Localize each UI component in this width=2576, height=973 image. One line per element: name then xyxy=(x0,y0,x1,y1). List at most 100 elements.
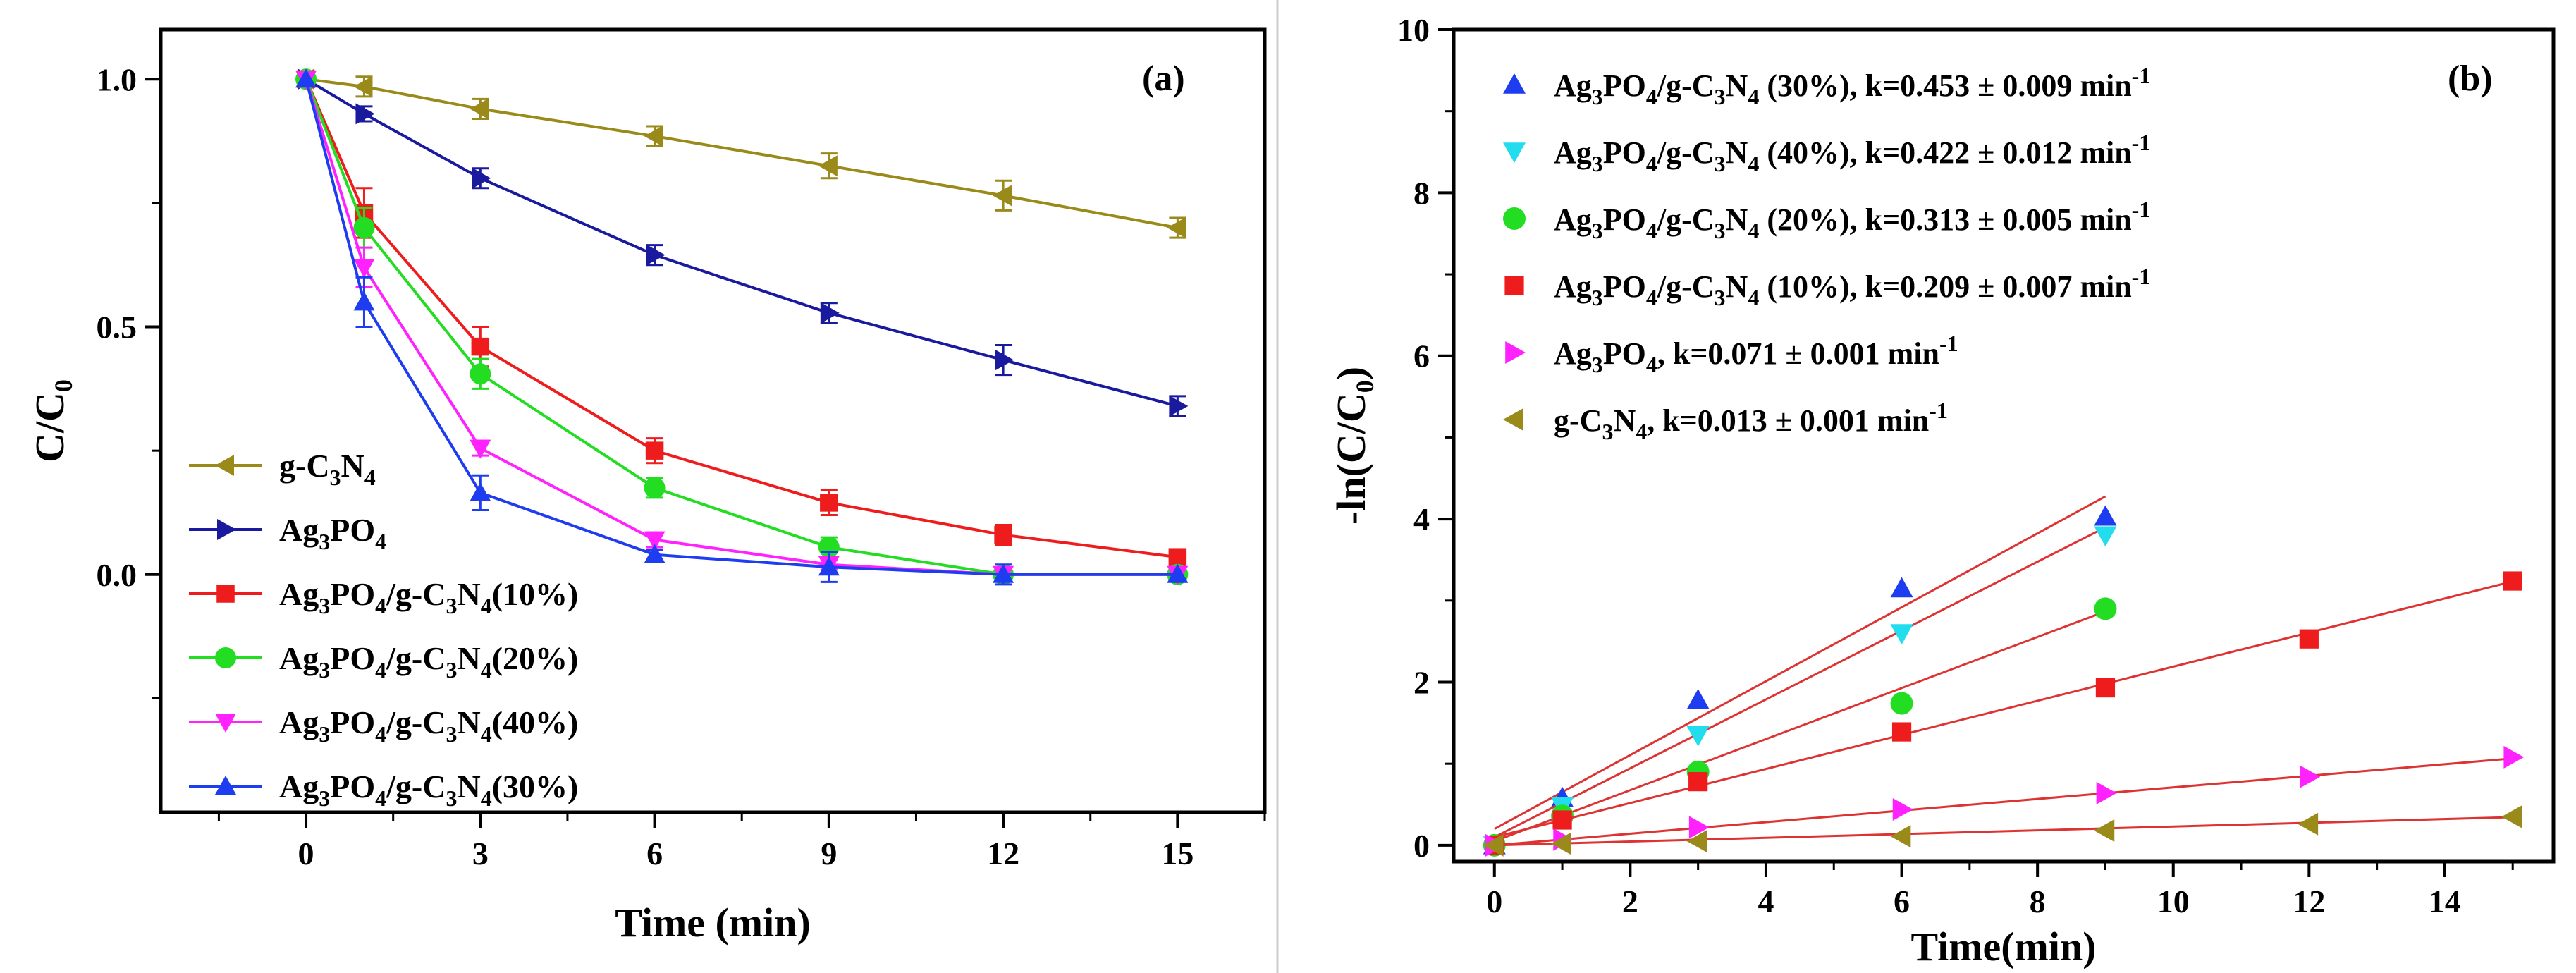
panel-b-y-tick-label: 0 xyxy=(1413,828,1430,864)
panel-a-legend-label-c40-part: 3 xyxy=(446,721,457,747)
panel-b-legend-label-b40-part: PO xyxy=(1603,135,1646,170)
panel-a-point-ag xyxy=(355,103,375,125)
panel-a: 0 3 6 9 12 150.00.51.0 (a) Time (min) C/C0 g-… xyxy=(27,27,1267,946)
panel-a-legend-label-ag-part: PO xyxy=(330,512,375,548)
panel-a-legend-marker-c20 xyxy=(215,647,236,668)
panel-a-legend-label-gcn-part: N xyxy=(341,448,364,484)
panel-b-point-bgcn xyxy=(2094,819,2115,843)
panel-a-point-c10 xyxy=(645,441,664,460)
panel-b-fit-line-bag xyxy=(1494,757,2513,847)
panel-b-legend-label-b30-part: Ag xyxy=(1554,68,1592,103)
panel-b-fit-line-bgcn xyxy=(1494,816,2513,847)
panel-a-legend-label-c40-part: /g-C xyxy=(386,704,446,740)
panel-a-legend-label-c40-part: PO xyxy=(330,704,375,740)
panel-a-series-c10 xyxy=(297,70,1187,566)
panel-b-legend-label-bgcn-part: , k=0.013 ± 0.001 min xyxy=(1647,403,1929,438)
panel-a-ticks: 0 3 6 9 12 150.00.51.0 xyxy=(97,61,1266,871)
panel-b-legend-item-b10: Ag3PO4/g-C3N4 (10%), k=0.209 ± 0.007 min… xyxy=(1504,264,2150,310)
panel-b-legend-marker-b10 xyxy=(1504,276,1524,295)
panel-a-legend-label-c40-part: 4 xyxy=(481,721,492,747)
panel-b-legend-label-b10-part: N xyxy=(1726,269,1748,304)
panel-b-legend-marker-b40 xyxy=(1503,142,1526,163)
panel-a-series-ag xyxy=(298,68,1189,417)
panel-b-point-b10 xyxy=(1891,722,1912,742)
panel-b-legend-label-b30: Ag3PO4/g-C3N4 (30%), k=0.453 ± 0.009 min… xyxy=(1554,63,2150,109)
panel-b-legend-label-b20-part: 3 xyxy=(1715,218,1726,243)
panel-b-legend-label-b20-part: (20%), k=0.313 ± 0.005 min xyxy=(1759,202,2131,237)
panel-b-legend-label-b30-part: 3 xyxy=(1715,84,1726,109)
panel-a-point-gcn xyxy=(993,185,1012,207)
panel-a-x-tick-label: 3 xyxy=(472,836,489,871)
panel-a-point-c10 xyxy=(1168,548,1187,566)
panel-a-series-c20 xyxy=(295,68,1189,585)
panel-b-legend-label-bgcn-part: g-C xyxy=(1554,403,1602,438)
panel-b-fit-line-b30 xyxy=(1494,495,2106,831)
panel-a-legend-label-c40-part: 3 xyxy=(319,721,330,747)
panel-a-legend-item-c10: Ag3PO4/g-C3N4(10%) xyxy=(189,576,578,618)
panel-b-x-tick-label: 10 xyxy=(2157,883,2190,919)
panel-b-y-axis-label-main: -ln(C/C xyxy=(1328,393,1374,525)
panel-b-point-bag xyxy=(2300,765,2321,788)
panel-b-point-bag xyxy=(2096,781,2117,804)
panel-a-y-axis-label-sub: 0 xyxy=(49,379,78,392)
panel-b-legend-label-b10-part: Ag xyxy=(1554,269,1592,304)
panel-a-legend-label-c40-part: 4 xyxy=(375,721,386,747)
panel-b-legend-label-b20-part: N xyxy=(1726,202,1748,237)
panel-a-point-c30 xyxy=(1167,563,1189,583)
panel-a-legend-label-c20-part: N xyxy=(457,640,480,676)
panel-a-legend-item-c40: Ag3PO4/g-C3N4(40%) xyxy=(189,704,578,747)
panel-a-series-gcn xyxy=(295,68,1186,239)
panel-b-legend-label-b20-part: 3 xyxy=(1592,218,1603,243)
panel-b-y-axis-label-sub: 0 xyxy=(1351,380,1379,393)
panel-b-legend-label-b40-part: 4 xyxy=(1748,151,1759,176)
panel-b-point-b10 xyxy=(2299,629,2319,649)
panel-b-legend-label-bgcn-part: 4 xyxy=(1636,419,1647,444)
panel-a-legend-label-gcn-part: 4 xyxy=(364,465,376,490)
panel-b-legend-label-b40-part: (40%), k=0.422 ± 0.012 min xyxy=(1759,135,2131,170)
panel-b-x-axis-label: Time(min) xyxy=(1910,924,2096,969)
panel-a-legend-label-c30-part: N xyxy=(457,769,480,804)
panel-b-legend-label-b30-part: N xyxy=(1726,68,1748,103)
panel-b-legend-label-b30-part: /g-C xyxy=(1657,68,1715,103)
panel-b-legend-label-bag-part: -1 xyxy=(1939,331,1958,356)
panel-b-point-b10 xyxy=(1552,810,1572,830)
panel-a-point-c30 xyxy=(644,544,666,563)
panel-a-point-ag xyxy=(1169,395,1189,417)
panel-b-plot-frame xyxy=(1452,27,2556,864)
panel-b-legend-label-b20-part: -1 xyxy=(2132,197,2151,222)
panel-b-point-bag xyxy=(1688,816,1710,839)
panel-a-y-axis-label-main: C/C xyxy=(27,392,73,463)
panel-a-point-c30 xyxy=(470,482,491,501)
panel-a-legend-label-c20-part: 4 xyxy=(481,657,492,683)
panel-b-legend-label-b10-part: -1 xyxy=(2132,264,2151,289)
panel-b-legend-label-b20-part: /g-C xyxy=(1657,202,1715,237)
panel-b-point-b20 xyxy=(2094,597,2117,620)
panel-b-legend-label-b10-part: 3 xyxy=(1715,285,1726,310)
panel-a-legend-label-c20-part: 4 xyxy=(375,657,386,683)
panel-a-legend-label-c10-part: N xyxy=(457,576,480,612)
panel-a-point-gcn xyxy=(644,126,663,147)
panel-b-x-tick-label: 14 xyxy=(2429,883,2461,919)
panel-a-legend-label-ag-part: 3 xyxy=(319,529,330,554)
panel-a-legend-item-gcn: g-C3N4 xyxy=(189,448,376,490)
panel-a-point-gcn xyxy=(818,155,838,177)
panel-b-legend-label-bag: Ag3PO4, k=0.071 ± 0.001 min-1 xyxy=(1554,331,1958,377)
panel-b-point-b40 xyxy=(2094,526,2117,547)
panel-b-legend-label-b20-part: 4 xyxy=(1646,218,1657,243)
panel-a-x-tick-label: 9 xyxy=(821,836,837,871)
panel-a-legend-label-c30-part: /g-C xyxy=(386,769,446,804)
panel-a-point-c30 xyxy=(993,563,1014,583)
panel-b-fit-line-b20 xyxy=(1494,610,2106,843)
panel-a-legend-label-c20-part: Ag xyxy=(279,640,319,676)
panel-a-legend-label-c20-part: 3 xyxy=(446,657,457,683)
panel-b-legend-label-b40-part: 4 xyxy=(1646,151,1657,176)
panel-b-x-tick-label: 0 xyxy=(1486,883,1502,919)
panel-a-point-gcn xyxy=(470,98,489,120)
panel-a-point-c10 xyxy=(471,337,490,356)
panel-b-y-tick-label: 6 xyxy=(1413,338,1430,374)
panel-a-point-c10 xyxy=(820,494,838,512)
panel-a-legend-label-c10-part: 4 xyxy=(481,593,492,618)
panel-a-legend-label-c20-part: PO xyxy=(330,640,375,676)
panel-a-legend-marker-ag xyxy=(217,519,236,540)
